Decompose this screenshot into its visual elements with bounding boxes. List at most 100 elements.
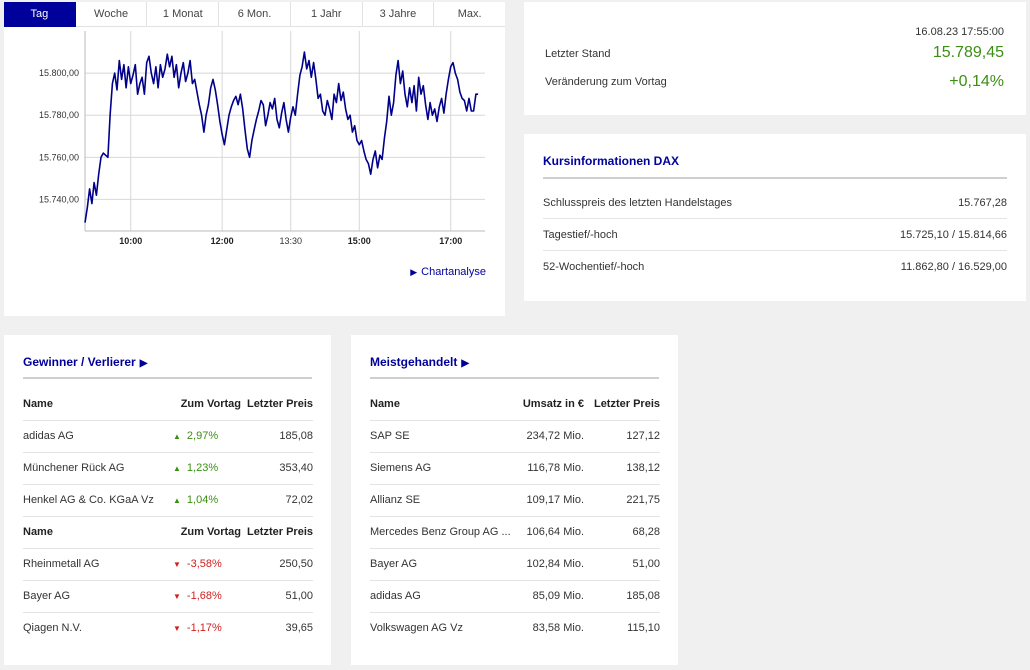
meistgehandelt-link[interactable]: Meistgehandelt ▶: [370, 355, 469, 369]
title-divider: [370, 377, 659, 379]
triangle-down-icon: ▼: [173, 624, 181, 634]
x-tick-label: 13:30: [279, 236, 302, 246]
meistgehandelt-title: Meistgehandelt: [370, 355, 458, 369]
price-value: 185,08: [241, 420, 313, 453]
volume-value: 116,78 Mio.: [512, 452, 584, 485]
y-tick-label: 15.780,00: [39, 110, 79, 120]
stock-name[interactable]: Münchener Rück AG: [23, 452, 173, 485]
quote-panel: 16.08.23 17:55:00 Letzter Stand 15.789,4…: [524, 2, 1026, 115]
series-line: [84, 51, 479, 223]
stock-name[interactable]: Mercedes Benz Group AG ...: [370, 516, 512, 549]
table-row[interactable]: Qiagen N.V. ▼ -1,17% 39,65: [23, 612, 313, 644]
gewinner-verlierer-link[interactable]: Gewinner / Verlierer ▶: [23, 355, 147, 369]
col-header-price: Letzter Preis: [241, 388, 313, 421]
stock-name[interactable]: Volkswagen AG Vz: [370, 622, 463, 635]
tab-3-jahre[interactable]: 3 Jahre: [362, 2, 435, 27]
stock-name[interactable]: Siemens AG: [370, 452, 512, 485]
change-value: -3,58%: [186, 558, 222, 570]
change-value: -1,68%: [186, 590, 222, 602]
col-header-change: Zum Vortag: [173, 388, 241, 421]
stock-name[interactable]: Rheinmetall AG: [23, 548, 173, 581]
info-value: 15.767,28: [958, 197, 1007, 209]
col-header-price: Letzter Preis: [584, 388, 660, 421]
stock-name[interactable]: Bayer AG: [370, 548, 512, 581]
info-value: 11.862,80 / 16.529,00: [900, 261, 1007, 273]
price-chart[interactable]: 15.740,00 15.760,00 15.780,00 15.800,00 10:0…: [4, 27, 505, 257]
price-value: 51,00: [241, 580, 313, 613]
stock-name[interactable]: SAP SE: [370, 420, 512, 453]
meistgehandelt-panel: Meistgehandelt ▶ Name Umsatz in € Letzter…: [351, 335, 678, 665]
table-row[interactable]: Rheinmetall AG ▼ -3,58% 250,50: [23, 548, 313, 581]
table-header-row: Name Zum Vortag Letzter Preis: [23, 516, 313, 549]
price-value: 51,00: [584, 548, 660, 581]
col-header-name: Name: [23, 516, 173, 549]
change-value: 1,04%: [186, 494, 219, 506]
quote-timestamp: 16.08.23 17:55:00: [915, 26, 1004, 38]
table-header-row: Name Umsatz in € Letzter Preis: [370, 388, 660, 421]
change-value: 2,97%: [186, 430, 219, 442]
stock-name[interactable]: Qiagen N.V.: [23, 622, 82, 635]
table-row[interactable]: adidas AG 85,09 Mio. 185,08: [370, 580, 660, 613]
y-tick-label: 15.800,00: [39, 68, 79, 78]
volume-value: 102,84 Mio.: [512, 548, 584, 581]
price-value: 250,50: [241, 548, 313, 581]
table-row[interactable]: Allianz SE 109,17 Mio. 221,75: [370, 484, 660, 517]
tab-1-jahr[interactable]: 1 Jahr: [290, 2, 363, 27]
tab-6-mon[interactable]: 6 Mon.: [219, 2, 291, 27]
price-value: 138,12: [584, 452, 660, 485]
table-row[interactable]: Siemens AG 116,78 Mio. 138,12: [370, 452, 660, 485]
col-header-volume: Umsatz in €: [512, 388, 584, 421]
last-value: 15.789,45: [932, 44, 1004, 61]
table-row[interactable]: Volkswagen AG Vz 83,58 Mio. 115,10: [370, 612, 660, 644]
title-divider: [543, 177, 1007, 179]
table-row[interactable]: Mercedes Benz Group AG ... 106,64 Mio. 6…: [370, 516, 660, 549]
chartanalyse-link[interactable]: ▶ Chartanalyse: [410, 266, 486, 278]
tab-woche[interactable]: Woche: [75, 2, 148, 27]
info-label: Tagestief/-hoch: [543, 229, 618, 241]
info-label: Schlusspreis des letzten Handelstages: [543, 197, 732, 209]
triangle-down-icon: ▼: [173, 592, 181, 601]
gewinner-verlierer-table: Name Zum Vortag Letzter Preis adidas AG …: [23, 388, 313, 644]
stock-name[interactable]: adidas AG: [370, 580, 512, 613]
y-tick-label: 15.760,00: [39, 152, 79, 162]
x-tick-label: 15:00: [348, 236, 371, 246]
change-value: 1,23%: [186, 462, 219, 474]
gewinner-verlierer-title: Gewinner / Verlierer: [23, 355, 136, 369]
play-arrow-icon: ▶: [461, 358, 470, 369]
triangle-up-icon: ▲: [173, 432, 181, 441]
tab-tag[interactable]: Tag: [4, 2, 76, 27]
info-row: Tagestief/-hoch 15.725,10 / 15.814,66: [543, 219, 1007, 251]
table-row[interactable]: Henkel AG & Co. KGaA Vz ▲ 1,04% 72,02: [23, 484, 313, 517]
play-arrow-icon: ▶: [139, 358, 148, 369]
table-row[interactable]: Bayer AG ▼ -1,68% 51,00: [23, 580, 313, 613]
volume-value: 83,58 Mio.: [532, 622, 584, 635]
triangle-up-icon: ▲: [173, 496, 181, 505]
col-header-name: Name: [23, 388, 173, 421]
price-value: 353,40: [241, 452, 313, 485]
price-value: 185,08: [584, 580, 660, 613]
table-row[interactable]: Münchener Rück AG ▲ 1,23% 353,40: [23, 452, 313, 485]
info-value: 15.725,10 / 15.814,66: [899, 229, 1007, 241]
stock-name[interactable]: adidas AG: [23, 420, 173, 453]
stock-name[interactable]: Bayer AG: [23, 580, 173, 613]
table-row[interactable]: Bayer AG 102,84 Mio. 51,00: [370, 548, 660, 581]
stock-name[interactable]: Henkel AG & Co. KGaA Vz: [23, 484, 173, 517]
y-tick-label: 15.740,00: [39, 194, 79, 204]
chartanalyse-label: Chartanalyse: [421, 266, 486, 278]
table-row[interactable]: adidas AG ▲ 2,97% 185,08: [23, 420, 313, 453]
price-value: 68,28: [584, 516, 660, 549]
stock-name[interactable]: Allianz SE: [370, 484, 512, 517]
title-divider: [23, 377, 312, 379]
x-tick-label: 10:00: [119, 236, 142, 246]
tab-max[interactable]: Max.: [434, 2, 506, 27]
meistgehandelt-table: Name Umsatz in € Letzter Preis SAP SE 23…: [370, 388, 660, 644]
triangle-down-icon: ▼: [173, 560, 181, 569]
table-header-row: Name Zum Vortag Letzter Preis: [23, 388, 313, 421]
volume-value: 85,09 Mio.: [512, 580, 584, 613]
info-row: 52-Wochentief/-hoch 11.862,80 / 16.529,0…: [543, 251, 1007, 283]
col-header-name: Name: [370, 388, 512, 421]
col-header-change: Zum Vortag: [173, 516, 241, 549]
tab-1-monat[interactable]: 1 Monat: [147, 2, 220, 27]
kursinfo-title: Kursinformationen DAX: [543, 154, 680, 168]
table-row[interactable]: SAP SE 234,72 Mio. 127,12: [370, 420, 660, 453]
